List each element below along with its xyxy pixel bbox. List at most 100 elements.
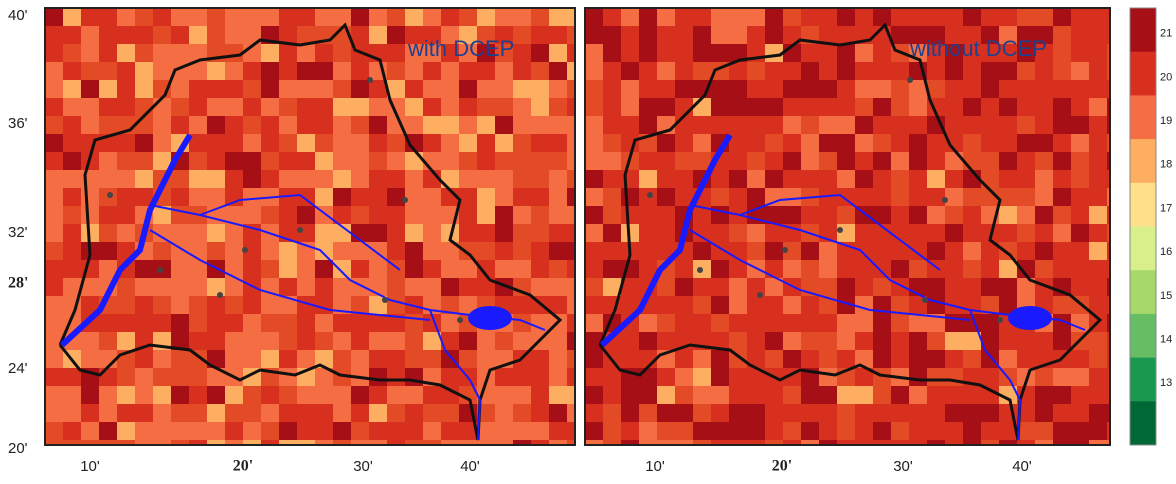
raster-cell	[369, 80, 388, 99]
raster-cell	[549, 278, 568, 297]
raster-cell	[891, 260, 910, 279]
raster-cell	[243, 62, 262, 81]
raster-cell	[603, 26, 622, 45]
raster-cell	[837, 278, 856, 297]
raster-cell	[1017, 26, 1036, 45]
raster-cell	[495, 152, 514, 171]
raster-cell	[117, 404, 136, 423]
raster-cell	[279, 170, 298, 189]
raster-cell	[801, 116, 820, 135]
raster-cell	[279, 386, 298, 405]
raster-cell	[927, 404, 946, 423]
raster-cell	[531, 242, 550, 261]
raster-cell	[333, 98, 352, 117]
raster-cell	[981, 152, 1000, 171]
raster-cell	[1035, 26, 1054, 45]
raster-cell	[639, 260, 658, 279]
raster-cell	[243, 26, 262, 45]
raster-cell	[171, 368, 190, 387]
raster-cell	[405, 44, 424, 63]
raster-cell	[765, 386, 784, 405]
raster-cell	[333, 278, 352, 297]
raster-cell	[369, 422, 388, 441]
raster-cell	[81, 440, 100, 445]
raster-cell	[639, 440, 658, 445]
raster-cell	[459, 296, 478, 315]
raster-cell	[99, 98, 118, 117]
raster-cell	[549, 296, 568, 315]
raster-cell	[117, 206, 136, 225]
raster-cell	[549, 224, 568, 243]
raster-cell	[63, 8, 82, 27]
raster-cell	[909, 368, 928, 387]
raster-cell	[765, 422, 784, 441]
raster-cell	[819, 260, 838, 279]
raster-cell	[603, 80, 622, 99]
raster-cell	[45, 404, 64, 423]
raster-cell	[441, 350, 460, 369]
raster-cell	[927, 206, 946, 225]
raster-cell	[63, 62, 82, 81]
raster-cell	[1071, 170, 1090, 189]
raster-cell	[891, 242, 910, 261]
raster-cell	[315, 188, 334, 207]
raster-cell	[297, 206, 316, 225]
raster-cell	[243, 332, 262, 351]
raster-cell	[45, 80, 64, 99]
raster-cell	[873, 332, 892, 351]
raster-cell	[99, 368, 118, 387]
raster-cell	[765, 80, 784, 99]
raster-cell	[531, 8, 550, 27]
raster-cell	[603, 404, 622, 423]
raster-cell	[135, 350, 154, 369]
colorbar-swatch	[1130, 8, 1156, 53]
raster-cell	[855, 44, 874, 63]
raster-cell	[567, 116, 575, 135]
raster-cell	[189, 80, 208, 99]
raster-cell	[567, 152, 575, 171]
raster-cell	[369, 368, 388, 387]
raster-cell	[243, 188, 262, 207]
raster-cell	[387, 152, 406, 171]
raster-cell	[423, 206, 442, 225]
raster-cell	[585, 26, 604, 45]
raster-cell	[81, 350, 100, 369]
raster-cell	[585, 62, 604, 81]
raster-cell	[981, 440, 1000, 445]
raster-cell	[567, 242, 575, 261]
raster-cell	[261, 62, 280, 81]
raster-cell	[1089, 206, 1108, 225]
raster-cell	[585, 224, 604, 243]
raster-cell	[675, 278, 694, 297]
raster-cell	[315, 404, 334, 423]
raster-cell	[423, 116, 442, 135]
raster-cell	[837, 332, 856, 351]
raster-cell	[855, 242, 874, 261]
raster-cell	[585, 80, 604, 99]
station	[782, 247, 788, 253]
raster-cell	[729, 224, 748, 243]
raster-cell	[693, 242, 712, 261]
raster-cell	[1017, 278, 1036, 297]
raster-cell	[153, 8, 172, 27]
raster-cell	[297, 386, 316, 405]
raster-cell	[135, 404, 154, 423]
raster-cell	[513, 152, 532, 171]
raster-cell	[117, 296, 136, 315]
raster-cell	[207, 350, 226, 369]
station	[367, 77, 373, 83]
raster-cell	[387, 386, 406, 405]
raster-cell	[693, 98, 712, 117]
raster-cell	[1017, 80, 1036, 99]
raster-cell	[1071, 440, 1090, 445]
raster-cell	[279, 188, 298, 207]
river	[199, 193, 401, 271]
raster-cell	[81, 26, 100, 45]
raster-cell	[567, 368, 575, 387]
raster-cell	[477, 98, 496, 117]
station	[382, 297, 388, 303]
raster-cell	[729, 44, 748, 63]
raster-cell	[909, 134, 928, 153]
raster-cell	[495, 206, 514, 225]
raster-cell	[1053, 296, 1072, 315]
